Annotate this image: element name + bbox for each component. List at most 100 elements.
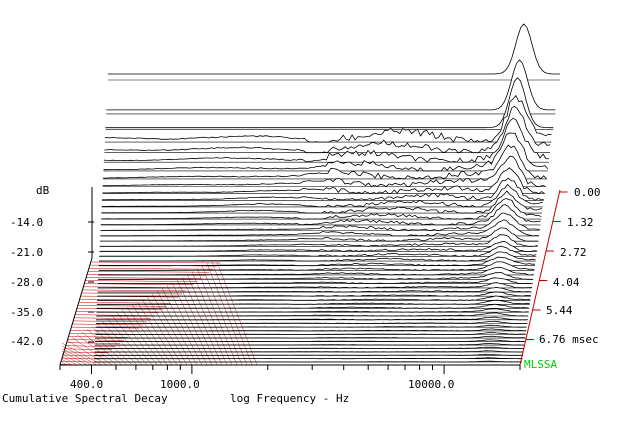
decay-slice — [102, 155, 546, 187]
hatch-line — [176, 279, 218, 366]
x-tick-label: 1000.0 — [160, 378, 200, 391]
x-axis-label: log Frequency - Hz — [230, 392, 349, 405]
x-tick-label: 10000.0 — [408, 378, 454, 391]
z-tick-label: 0.00 — [574, 186, 601, 199]
waterfall-slices — [94, 23, 560, 363]
decay-slice — [100, 212, 540, 231]
slice-mask — [102, 178, 544, 201]
hatch-line — [76, 334, 118, 366]
hatch-line — [101, 320, 143, 366]
hatch-line — [62, 357, 101, 360]
y-ticks — [88, 221, 94, 343]
hatch-line — [191, 271, 233, 366]
hatch-line — [61, 359, 73, 366]
slice-mask — [96, 308, 529, 313]
hatch-line — [62, 354, 105, 357]
z-tick-label: 6.76 msec — [539, 333, 599, 346]
hatch-line — [61, 356, 78, 366]
slice-mask — [97, 282, 532, 288]
hatch-line — [61, 345, 98, 366]
y-axis-label: dB — [36, 184, 50, 197]
hatch-line — [85, 280, 198, 282]
hatch-line — [81, 292, 183, 295]
hatch-line — [87, 271, 210, 273]
decay-slice — [103, 144, 547, 180]
decay-slice — [100, 219, 540, 237]
hatch-line — [71, 337, 113, 366]
hatch-line — [68, 336, 128, 338]
slice-mask — [104, 95, 552, 143]
y-tick-label: -35.0 — [10, 306, 43, 319]
hatch-line — [66, 342, 121, 344]
hatch-line — [156, 290, 198, 366]
time-axis-line — [519, 189, 561, 366]
slice-mask — [108, 24, 560, 80]
hatch-line — [74, 317, 152, 320]
z-tick-label: 4.04 — [553, 276, 580, 289]
slice-mask — [105, 77, 554, 130]
decay-slice — [101, 183, 544, 208]
z-tick-label: 1.32 — [567, 216, 594, 229]
slice-mask — [96, 300, 530, 305]
slice-mask — [101, 198, 542, 220]
slice-mask — [97, 295, 531, 301]
y-axis-line-lower — [59, 257, 93, 366]
slice-mask — [106, 59, 556, 114]
slice-mask — [101, 191, 543, 214]
hatch-line — [61, 360, 97, 363]
slice-mask — [96, 304, 530, 309]
slice-mask — [97, 291, 531, 297]
hatch-line — [61, 348, 93, 366]
hatch-line — [78, 302, 171, 304]
chart-title: Cumulative Spectral Decay — [2, 392, 168, 405]
hatch-line — [67, 339, 124, 341]
decay-slice — [108, 23, 560, 75]
hatch-line — [211, 261, 253, 366]
brand-label: MLSSA — [524, 358, 557, 371]
hatch-line — [216, 261, 258, 366]
x-ticks — [59, 365, 521, 374]
hatch-line — [166, 285, 208, 366]
slice-mask — [100, 204, 541, 225]
decay-slice — [101, 198, 542, 220]
decay-slice — [100, 204, 541, 226]
decay-slice — [96, 316, 528, 321]
hatch-line — [61, 342, 103, 366]
hatch-line — [151, 293, 193, 366]
axes — [59, 187, 561, 366]
z-ticks — [525, 191, 568, 340]
x-tick-label: 400.0 — [70, 378, 103, 391]
y-tick-label: -28.0 — [10, 276, 43, 289]
decay-slice — [103, 132, 549, 172]
hatch-line — [196, 268, 238, 366]
decay-slice — [105, 77, 554, 129]
hatch-line — [90, 261, 221, 264]
z-tick-label: 2.72 — [560, 246, 587, 259]
hatch-line — [74, 314, 155, 316]
decay-slice — [102, 177, 544, 201]
hatch-line — [61, 353, 83, 366]
hatch-line — [88, 267, 214, 270]
time-axis-hatch — [60, 261, 258, 366]
slice-mask — [96, 312, 529, 316]
hatch-line — [77, 305, 167, 307]
hatch-line — [121, 309, 163, 366]
slice-mask — [97, 277, 533, 284]
decay-slice — [98, 266, 534, 276]
hatch-line — [116, 312, 158, 366]
hatch-line — [161, 287, 203, 366]
hatch-line — [66, 340, 108, 366]
slice-mask — [101, 184, 543, 207]
decay-slice — [96, 312, 529, 317]
y-tick-label: -21.0 — [10, 246, 43, 259]
hatch-line — [73, 320, 148, 323]
slice-mask — [97, 287, 532, 293]
hatch-line — [141, 298, 183, 366]
hatch-line — [82, 289, 186, 292]
decay-slice — [102, 167, 545, 195]
decay-slice — [95, 320, 528, 324]
hatch-line — [61, 351, 88, 366]
decay-slice — [106, 59, 556, 111]
slice-mask — [98, 272, 534, 280]
